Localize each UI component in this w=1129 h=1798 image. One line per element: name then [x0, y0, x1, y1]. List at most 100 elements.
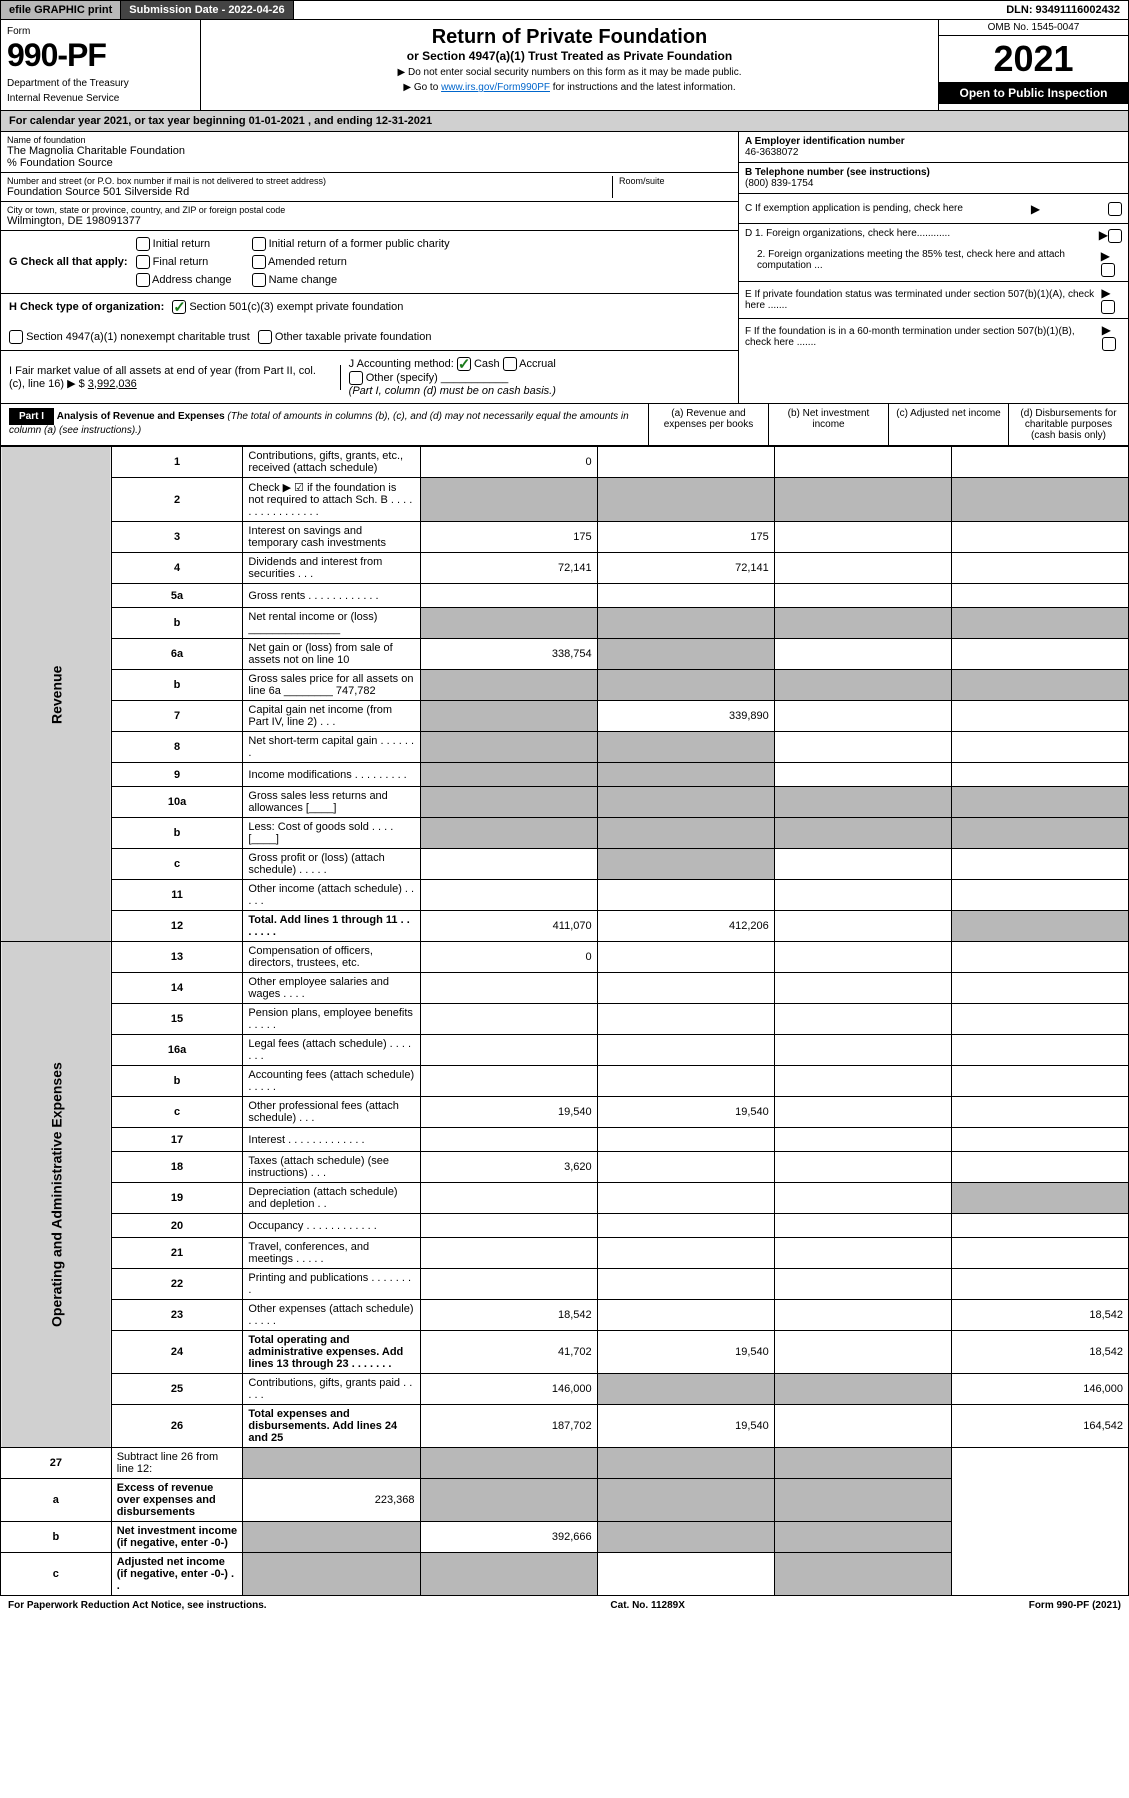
cb-e[interactable]	[1101, 300, 1115, 314]
col-a-value	[420, 1238, 597, 1269]
cb-address[interactable]	[136, 273, 150, 287]
col-d-value	[951, 818, 1128, 849]
line-desc: Adjusted net income (if negative, enter …	[111, 1553, 243, 1596]
cb-cash[interactable]	[457, 357, 471, 371]
cb-c[interactable]	[1108, 202, 1122, 216]
dept-irs: Internal Revenue Service	[7, 93, 194, 104]
col-d-value	[774, 1448, 951, 1479]
street-address: Foundation Source 501 Silverside Rd	[7, 186, 612, 198]
col-b-value	[597, 1269, 774, 1300]
line-number: b	[111, 608, 243, 639]
col-a-value: 187,702	[420, 1405, 597, 1448]
cb-other-taxable[interactable]	[258, 330, 272, 344]
col-b-value	[597, 1238, 774, 1269]
j-label: J Accounting method:	[349, 358, 454, 370]
col-d-value: 146,000	[951, 1374, 1128, 1405]
phone-label: B Telephone number (see instructions)	[745, 167, 930, 178]
omb-number: OMB No. 1545-0047	[939, 20, 1128, 36]
table-row: Operating and Administrative Expenses13C…	[1, 942, 1129, 973]
col-c-value	[774, 553, 951, 584]
cb-501c3[interactable]	[172, 300, 186, 314]
col-d-value	[951, 1128, 1128, 1152]
cb-other-method[interactable]	[349, 371, 363, 385]
col-c-value	[774, 1097, 951, 1128]
cb-name-change[interactable]	[252, 273, 266, 287]
part1-title: Analysis of Revenue and Expenses	[57, 411, 225, 422]
line-desc: Contributions, gifts, grants, etc., rece…	[243, 447, 420, 478]
form-title: Return of Private Foundation	[211, 26, 928, 49]
line-number: 23	[111, 1300, 243, 1331]
col-c-value	[774, 608, 951, 639]
name-label: Name of foundation	[7, 135, 732, 145]
line-number: 11	[111, 880, 243, 911]
col-c-value	[774, 1183, 951, 1214]
line-desc: Total. Add lines 1 through 11 . . . . . …	[243, 911, 420, 942]
irs-link[interactable]: www.irs.gov/Form990PF	[441, 82, 550, 93]
page-footer: For Paperwork Reduction Act Notice, see …	[0, 1596, 1129, 1615]
cb-amended[interactable]	[252, 255, 266, 269]
col-c-value	[774, 787, 951, 818]
col-c-value	[774, 1331, 951, 1374]
table-row: cAdjusted net income (if negative, enter…	[1, 1553, 1129, 1596]
table-row: 7Capital gain net income (from Part IV, …	[1, 701, 1129, 732]
foundation-name: The Magnolia Charitable Foundation	[7, 145, 732, 157]
col-a-value	[420, 849, 597, 880]
cb-d2[interactable]	[1101, 263, 1115, 277]
col-c-value	[597, 1522, 774, 1553]
table-row: 9Income modifications . . . . . . . . .	[1, 763, 1129, 787]
table-row: Revenue1Contributions, gifts, grants, et…	[1, 447, 1129, 478]
col-b-value: 19,540	[597, 1405, 774, 1448]
cb-initial-former[interactable]	[252, 237, 266, 251]
line-number: 17	[111, 1128, 243, 1152]
table-row: 27Subtract line 26 from line 12:	[1, 1448, 1129, 1479]
j-note: (Part I, column (d) must be on cash basi…	[349, 385, 556, 397]
col-b-value	[597, 1152, 774, 1183]
cb-d1[interactable]	[1108, 229, 1122, 243]
col-c-value	[774, 1152, 951, 1183]
line-number: b	[111, 1066, 243, 1097]
i-amount-pre: ▶ $	[67, 378, 85, 390]
line-desc: Printing and publications . . . . . . . …	[243, 1269, 420, 1300]
line-number: 16a	[111, 1035, 243, 1066]
col-d-value	[951, 608, 1128, 639]
col-d-value	[951, 1183, 1128, 1214]
cb-accrual[interactable]	[503, 357, 517, 371]
col-b-value	[597, 670, 774, 701]
col-c-value	[774, 1214, 951, 1238]
col-b-value	[597, 1183, 774, 1214]
table-row: bAccounting fees (attach schedule) . . .…	[1, 1066, 1129, 1097]
cb-f[interactable]	[1102, 337, 1116, 351]
line-desc: Excess of revenue over expenses and disb…	[111, 1479, 243, 1522]
form-header: Form 990-PF Department of the Treasury I…	[0, 20, 1129, 111]
cb-initial[interactable]	[136, 237, 150, 251]
d2-label: 2. Foreign organizations meeting the 85%…	[757, 249, 1101, 277]
col-a-value: 41,702	[420, 1331, 597, 1374]
line-desc: Depreciation (attach schedule) and deple…	[243, 1183, 420, 1214]
line-desc: Interest on savings and temporary cash i…	[243, 522, 420, 553]
table-row: 8Net short-term capital gain . . . . . .…	[1, 732, 1129, 763]
cb-4947a1[interactable]	[9, 330, 23, 344]
col-b-value	[420, 1448, 597, 1479]
col-a-value: 411,070	[420, 911, 597, 942]
col-a-value	[420, 1035, 597, 1066]
col-c-value	[774, 942, 951, 973]
top-bar: efile GRAPHIC print Submission Date - 20…	[0, 0, 1129, 20]
line-number: 12	[111, 911, 243, 942]
instr-link-row: ▶ Go to www.irs.gov/Form990PF for instru…	[211, 82, 928, 93]
footer-right: Form 990-PF (2021)	[1029, 1600, 1121, 1611]
cb-final[interactable]	[136, 255, 150, 269]
line-desc: Occupancy . . . . . . . . . . . .	[243, 1214, 420, 1238]
line-desc: Taxes (attach schedule) (see instruction…	[243, 1152, 420, 1183]
line-desc: Income modifications . . . . . . . . .	[243, 763, 420, 787]
instr-post: for instructions and the latest informat…	[553, 82, 736, 93]
col-d-value	[951, 1097, 1128, 1128]
col-d-head: (d) Disbursements for charitable purpose…	[1008, 404, 1128, 445]
i-label: I Fair market value of all assets at end…	[9, 365, 316, 390]
efile-label[interactable]: efile GRAPHIC print	[1, 1, 121, 19]
col-b-value: 412,206	[597, 911, 774, 942]
table-row: 11Other income (attach schedule) . . . .…	[1, 880, 1129, 911]
col-a-value	[420, 880, 597, 911]
col-d-value	[774, 1479, 951, 1522]
col-c-value	[774, 911, 951, 942]
col-a-value: 146,000	[420, 1374, 597, 1405]
